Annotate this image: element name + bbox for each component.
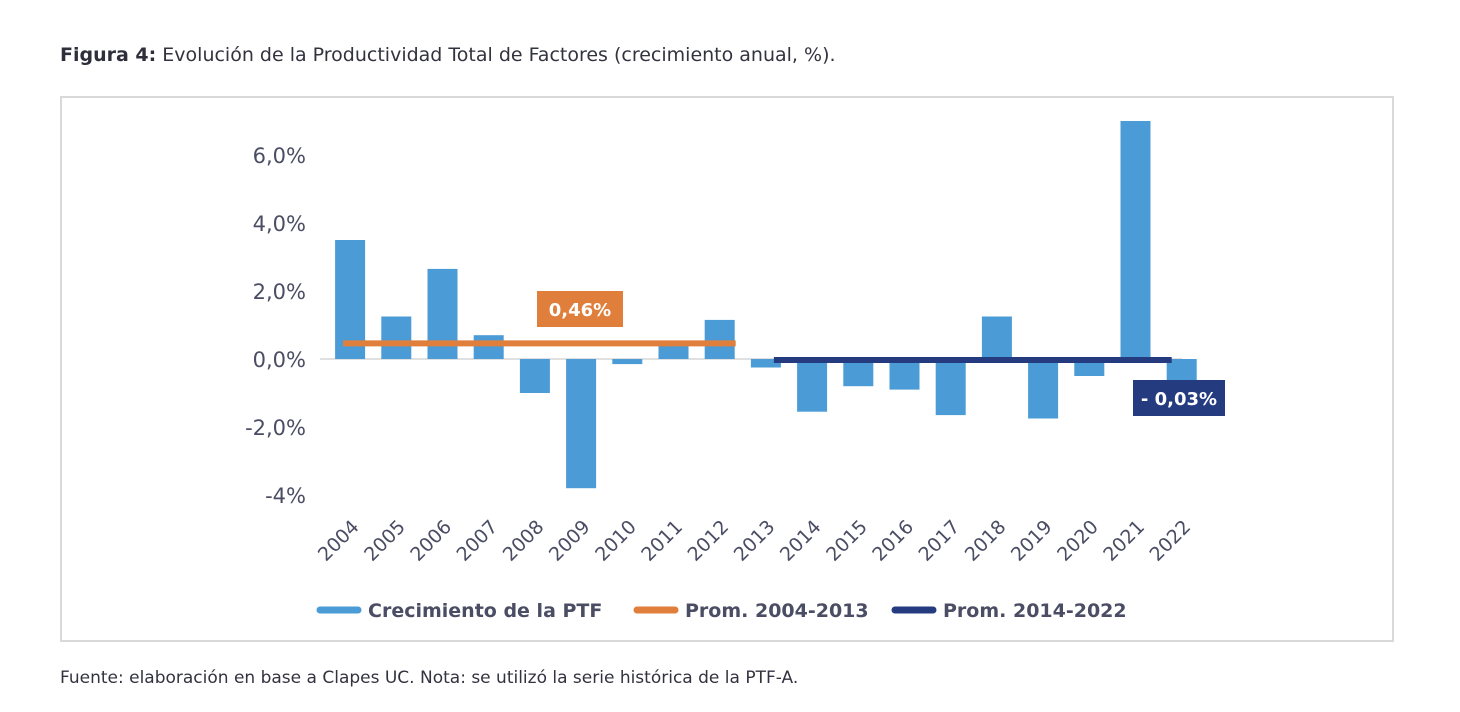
bar-2021 [1120,121,1151,359]
x-tick-label: 2014 [776,516,826,566]
x-tick-label: 2019 [1007,516,1057,566]
x-tick-label: 2018 [961,516,1011,566]
y-tick-label: -4% [265,484,306,508]
bar-2019 [1028,359,1059,419]
x-tick-label: 2007 [452,516,502,566]
bar-2016 [889,359,920,390]
x-tick-label: 2012 [683,516,733,566]
bar-2004 [335,240,366,359]
ptf-bar-chart: 6,0% 4,0% 2,0% 0,0% -2,0% -4% 0,46% - 0,03% 20… [245,121,1225,622]
legend-label: Crecimiento de la PTF [368,600,602,622]
x-tick-label: 2016 [868,516,918,566]
avg-callout-box-2013-2022 [1133,380,1225,416]
x-tick-label: 2013 [730,516,780,566]
y-axis-tick-labels: 6,0% 4,0% 2,0% 0,0% -2,0% -4% [245,144,306,508]
bar-2018 [981,316,1012,359]
bar-2022 [1166,359,1197,383]
x-tick-label: 2008 [499,516,549,566]
avg-callout-label-2013-2022: - 0,03% [1141,389,1217,410]
bar-2005 [381,316,412,359]
bar-2010 [612,359,643,365]
figure-caption: Figura 4: Evolución de la Productividad … [60,44,836,66]
bar-2014 [797,359,828,412]
y-tick-label: 2,0% [253,280,306,304]
y-tick-label: -2,0% [245,416,306,440]
y-tick-label: 6,0% [253,144,306,168]
bar-2015 [843,359,874,387]
x-tick-label: 2011 [637,516,687,566]
x-tick-label: 2009 [545,516,595,566]
avg-callout-label-2004-2012: 0,46% [549,300,611,321]
figure-caption-prefix: Figura 4: [60,44,157,66]
average-lines: 0,46% - 0,03% [343,291,1225,416]
bar-2020 [1074,359,1105,376]
y-tick-label: 0,0% [253,348,306,372]
x-tick-label: 2004 [314,516,364,566]
x-tick-label: 2022 [1145,516,1195,566]
bar-2017 [935,359,966,416]
x-tick-label: 2020 [1053,516,1103,566]
x-tick-label: 2015 [822,516,872,566]
bar-2007 [473,335,504,359]
x-tick-label: 2006 [406,516,456,566]
legend-label: Prom. 2004-2013 [685,600,869,622]
x-tick-label: 2021 [1099,516,1149,566]
source-note: Fuente: elaboración en base a Clapes UC.… [60,668,799,688]
x-axis-tick-labels: 2004200520062007200820092010201120122013… [314,516,1195,566]
bar-2008 [519,359,550,393]
legend: Crecimiento de la PTF Prom. 2004-2013 Prom… [316,600,1127,622]
bar-2013 [750,359,781,368]
y-tick-label: 4,0% [253,212,306,236]
bar-series [335,121,1197,489]
x-tick-label: 2017 [914,516,964,566]
bar-2009 [566,359,597,489]
avg-callout-box-2004-2012 [537,291,623,327]
legend-label: Prom. 2014-2022 [943,600,1127,622]
chart-frame: 6,0% 4,0% 2,0% 0,0% -2,0% -4% 0,46% - 0,03% 20… [60,96,1394,642]
x-tick-label: 2005 [360,516,410,566]
figure-caption-text: Evolución de la Productividad Total de F… [156,44,836,66]
bar-2012 [704,319,735,359]
x-tick-label: 2010 [591,516,641,566]
